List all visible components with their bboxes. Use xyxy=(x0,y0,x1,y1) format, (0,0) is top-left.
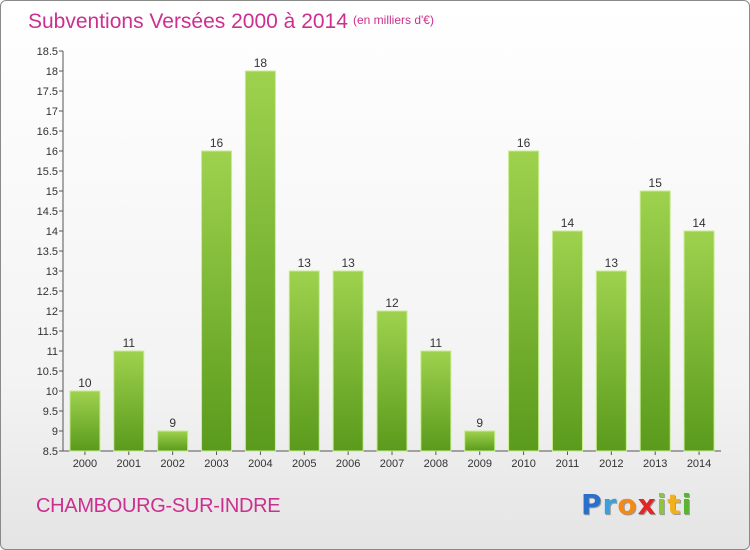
bar-value-label: 18 xyxy=(254,56,268,70)
y-tick-label: 11 xyxy=(47,346,58,358)
bar-value-label: 13 xyxy=(605,256,619,270)
bar xyxy=(420,350,452,452)
y-tick-label: 15.5 xyxy=(37,166,58,178)
y-tick-label: 8.5 xyxy=(43,446,58,458)
bar-value-label: 9 xyxy=(169,416,176,430)
bar xyxy=(69,390,101,452)
y-tick-label: 9.5 xyxy=(43,406,58,418)
bar xyxy=(157,430,189,452)
bar xyxy=(113,350,145,452)
x-tick-label: 2004 xyxy=(248,458,272,470)
x-tick-label: 2000 xyxy=(73,458,97,470)
bar xyxy=(683,230,715,452)
x-tick-label: 2007 xyxy=(380,458,404,470)
labels-group: 10 2000 11 2001 9 2002 16 2003 18 2004 13 2005 13 200… xyxy=(73,56,712,470)
bar-value-label: 14 xyxy=(692,216,706,230)
x-tick-label: 2002 xyxy=(160,458,184,470)
bar xyxy=(376,310,408,452)
bar xyxy=(551,230,583,452)
logo-letter: x xyxy=(637,488,657,521)
logo-letter: r xyxy=(602,488,618,521)
logo-letter: o xyxy=(617,488,638,521)
bar-value-label: 14 xyxy=(561,216,575,230)
logo-letter: i xyxy=(681,488,693,521)
y-tick-label: 15 xyxy=(46,186,58,198)
proxiti-logo: Proxiti xyxy=(581,488,692,521)
y-tick-label: 14.5 xyxy=(37,206,58,218)
bar-value-label: 11 xyxy=(123,336,136,350)
y-tick-label: 9 xyxy=(52,426,58,438)
bar xyxy=(639,190,671,452)
bar xyxy=(201,150,233,452)
x-tick-label: 2009 xyxy=(467,458,491,470)
chart-title: Subventions Versées 2000 à 2014 xyxy=(28,10,348,33)
bar-value-label: 12 xyxy=(385,296,399,310)
bar-value-label: 16 xyxy=(210,136,224,150)
y-tick-label: 12.5 xyxy=(37,286,58,298)
bar-value-label: 13 xyxy=(298,256,312,270)
logo-letter: P xyxy=(581,488,603,521)
bar-value-label: 10 xyxy=(78,376,92,390)
x-tick-label: 2005 xyxy=(292,458,316,470)
y-tick-label: 18.5 xyxy=(37,46,58,58)
bar-value-label: 11 xyxy=(430,336,443,350)
x-tick-label: 2008 xyxy=(424,458,448,470)
bar xyxy=(288,270,320,452)
chart-unit: (en milliers d'€) xyxy=(353,13,434,27)
y-tick-label: 14 xyxy=(46,226,58,238)
x-tick-label: 2013 xyxy=(643,458,667,470)
x-tick-label: 2001 xyxy=(117,458,141,470)
bar xyxy=(244,70,276,452)
bar xyxy=(595,270,627,452)
y-tick-label: 17.5 xyxy=(37,86,58,98)
x-tick-label: 2006 xyxy=(336,458,360,470)
y-tick-label: 13.5 xyxy=(37,246,58,258)
bar xyxy=(464,430,496,452)
y-tick-label: 10.5 xyxy=(37,366,58,378)
y-tick-label: 16 xyxy=(46,146,58,158)
bars-group xyxy=(69,70,715,452)
y-tick-label: 10 xyxy=(46,386,58,398)
y-tick-label: 18 xyxy=(46,66,58,78)
x-tick-label: 2003 xyxy=(204,458,228,470)
x-tick-label: 2014 xyxy=(687,458,711,470)
x-tick-label: 2012 xyxy=(599,458,623,470)
bar xyxy=(332,270,364,452)
commune-name: CHAMBOURG-SUR-INDRE xyxy=(36,495,281,517)
y-tick-label: 11.5 xyxy=(37,326,58,338)
bar-value-label: 15 xyxy=(649,176,663,190)
x-tick-label: 2010 xyxy=(511,458,535,470)
logo-letter: i xyxy=(656,488,668,521)
bar-value-label: 16 xyxy=(517,136,531,150)
y-tick-label: 13 xyxy=(46,266,58,278)
bar xyxy=(508,150,540,452)
y-tick-label: 16.5 xyxy=(37,126,58,138)
y-tick-label: 17 xyxy=(46,106,58,118)
bar-value-label: 13 xyxy=(341,256,355,270)
logo-letter: t xyxy=(667,488,682,521)
x-tick-label: 2011 xyxy=(556,458,580,470)
bar-value-label: 9 xyxy=(476,416,483,430)
y-tick-label: 12 xyxy=(46,306,58,318)
